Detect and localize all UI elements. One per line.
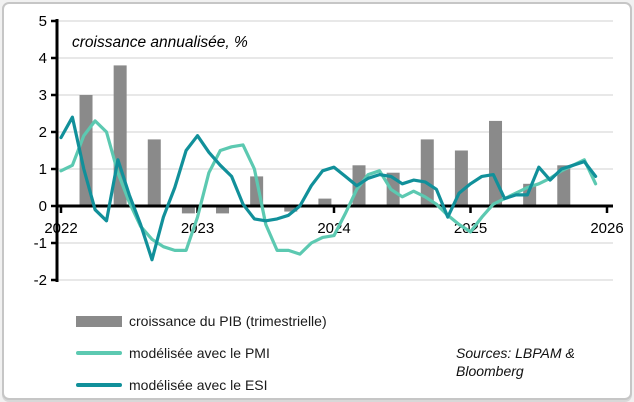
y-tick-label: 0 [39,198,47,215]
source-note-line1: Sources: LBPAM & [456,345,575,361]
gdp-growth-chart: 5 4 3 2 1 0 -1 -2 2022 2023 2024 2025 2026 croissance… [34,13,624,289]
y-tick-label: 4 [39,50,47,67]
gdp-bar-T3 2023 [284,206,298,212]
gdp-bar-T4 2022 [181,206,195,214]
source-note: Sources: LBPAM & Bloomberg [456,344,626,380]
pmi-line-swatch-icon [76,351,122,355]
gdp-bar-T4 2023 [318,198,332,206]
y-tick-label: 1 [39,161,47,178]
gdp-bar-T3 2024 [420,139,434,206]
y-tick-label: 2 [39,124,47,141]
legend-item-pmi: modélisée avec le PMI [76,344,327,362]
legend-label-pmi: modélisée avec le PMI [129,345,270,361]
legend-item-esi: modélisée avec le ESI [76,376,327,394]
gridlines [57,20,613,281]
gdp-bar-T1 2022 [79,95,93,206]
y-tick-label: 3 [39,87,47,104]
chart-title: croissance annualisée, % [72,34,248,51]
legend-label-esi: modélisée avec le ESI [129,377,268,393]
gdp-bar-T1 2023 [216,206,230,214]
gdp-bar-T1 2025 [489,120,503,206]
chart-legend: croissance du PIB (trimestrielle) modéli… [76,312,327,398]
x-tick-label: 2023 [181,220,214,237]
esi-line [59,115,598,262]
legend-item-gdp: croissance du PIB (trimestrielle) [76,312,327,330]
x-tick-label: 2025 [454,220,487,237]
gdp-bar-T3 2025 [557,165,571,206]
y-tick-label: 5 [39,13,47,30]
gdp-bar-T3 2022 [147,139,161,206]
x-tick-label: 2024 [317,220,350,237]
y-tick-label: -2 [34,272,47,289]
esi-line-swatch-icon [76,383,122,387]
gdp-bars [79,65,571,214]
y-tick-label: -1 [34,235,47,252]
x-tick-label: 2026 [590,220,623,237]
gdp-bar-swatch-icon [76,315,122,327]
x-tick-label: 2022 [44,220,77,237]
source-note-line2: Bloomberg [456,363,524,379]
legend-label-gdp: croissance du PIB (trimestrielle) [129,313,327,329]
axes: 5 4 3 2 1 0 -1 -2 2022 2023 2024 2025 2026 [34,13,624,289]
